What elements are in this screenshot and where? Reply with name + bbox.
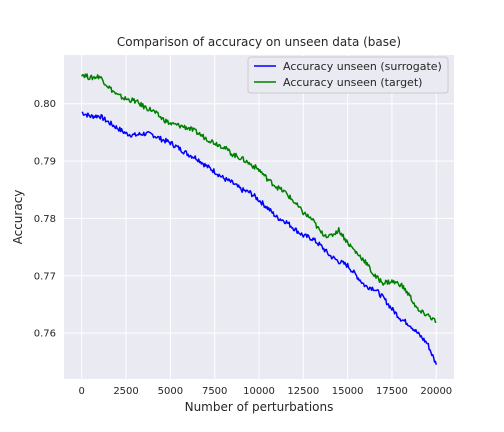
legend-label-target: Accuracy unseen (target) bbox=[283, 76, 422, 89]
x-tick-label: 5000 bbox=[158, 386, 183, 397]
x-tick-label: 7500 bbox=[202, 386, 227, 397]
x-ticks: 0 2500 5000 7500 10000 12500 15000 17500 20000 bbox=[79, 386, 453, 397]
x-tick-label: 15000 bbox=[332, 386, 364, 397]
x-tick-label: 12500 bbox=[287, 386, 319, 397]
series-line-surrogate bbox=[81, 111, 437, 365]
x-tick-label: 0 bbox=[79, 386, 85, 397]
y-tick-label: 0.77 bbox=[34, 271, 56, 282]
y-ticks: 0.76 0.77 0.78 0.79 0.80 bbox=[34, 99, 56, 339]
x-tick-label: 2500 bbox=[113, 386, 138, 397]
x-tick-label: 20000 bbox=[420, 386, 452, 397]
x-axis-label: Number of perturbations bbox=[185, 400, 334, 414]
legend: Accuracy unseen (surrogate) Accuracy uns… bbox=[247, 56, 449, 94]
series-line-target bbox=[81, 73, 437, 323]
y-tick-label: 0.80 bbox=[34, 99, 56, 110]
chart-title: Comparison of accuracy on unseen data (b… bbox=[117, 35, 401, 49]
y-axis-label: Accuracy bbox=[11, 190, 25, 245]
y-tick-label: 0.79 bbox=[34, 157, 56, 168]
x-tick-label: 10000 bbox=[243, 386, 275, 397]
y-tick-label: 0.78 bbox=[34, 214, 56, 225]
y-tick-label: 0.76 bbox=[34, 329, 56, 340]
legend-label-surrogate: Accuracy unseen (surrogate) bbox=[283, 60, 442, 73]
legend-box bbox=[247, 56, 449, 94]
grid bbox=[64, 55, 454, 379]
x-tick-label: 17500 bbox=[376, 386, 408, 397]
series-layer bbox=[81, 73, 437, 365]
